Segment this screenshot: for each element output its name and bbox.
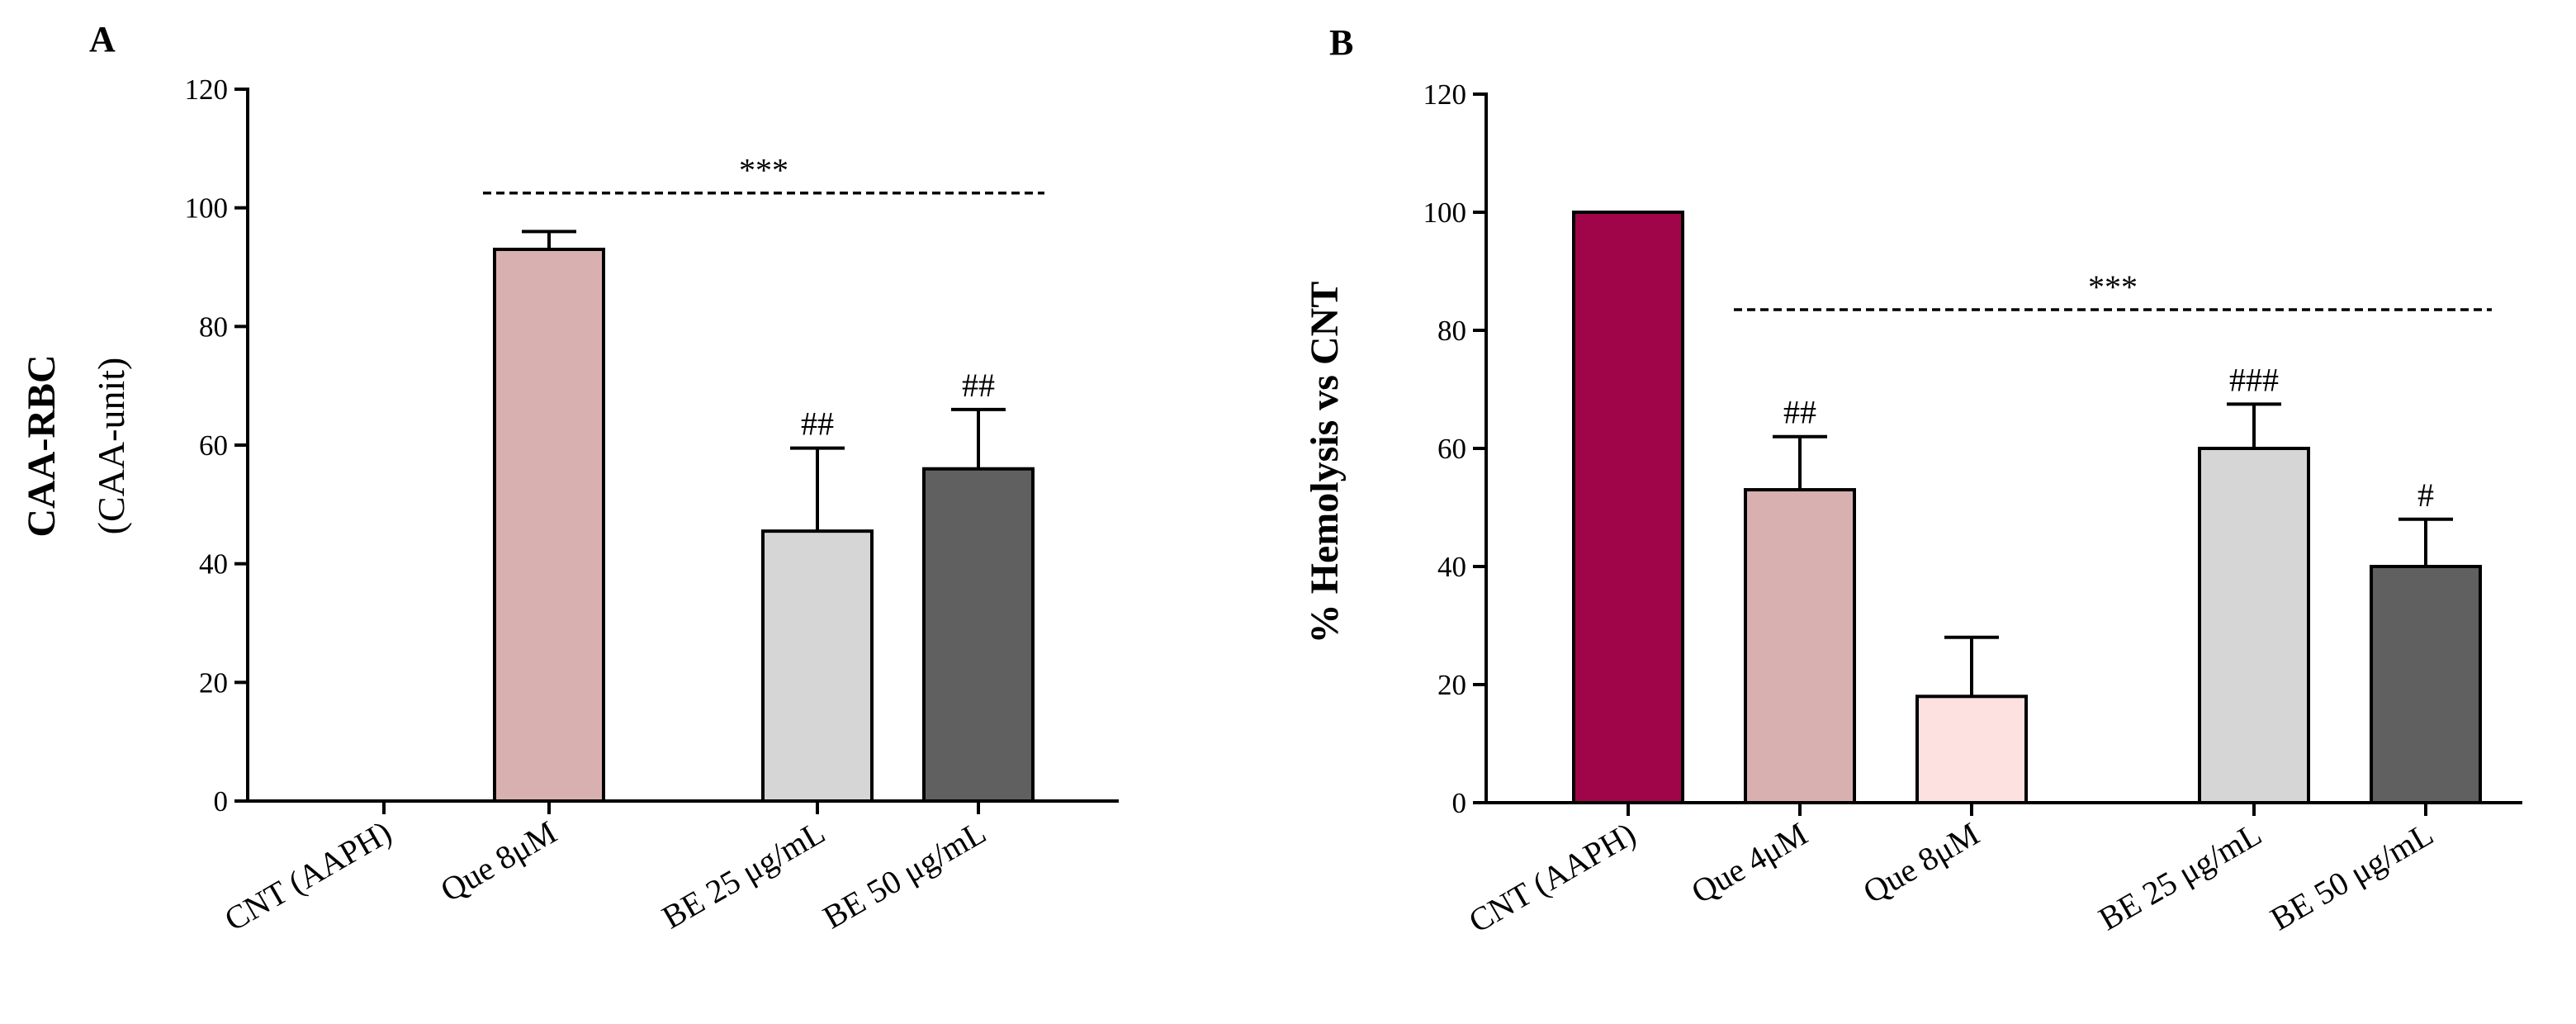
y-tick-label: 120: [1423, 78, 1467, 111]
panel-b: B % Hemolysis vs CNT 0 20 40 60 80 100 120 CNT …: [1303, 22, 2522, 940]
bar: [2198, 447, 2310, 804]
y-tick-label: 60: [199, 429, 228, 462]
bar: [1744, 488, 1856, 804]
x-category-label: BE 50 μg/mL: [817, 813, 992, 936]
y-tick-label: 20: [199, 666, 228, 699]
x-category-label: CNT (AAPH): [218, 813, 397, 938]
y-tick-label: 40: [1437, 551, 1466, 583]
bar: [493, 247, 605, 803]
bar: [761, 529, 874, 803]
bar: [1915, 695, 2028, 804]
y-tick-label: 0: [214, 785, 229, 818]
significance-marker: ##: [962, 367, 995, 404]
panel-a-ylabel-main: CAA-RBC: [20, 354, 64, 537]
significance-label: ***: [2088, 268, 2138, 306]
significance-marker: #: [2417, 476, 2434, 514]
y-tick-label: 100: [1423, 197, 1467, 229]
y-tick-label: 40: [199, 548, 228, 581]
y-tick-label: 80: [1437, 315, 1466, 347]
x-category-label: Que 8μM: [1857, 815, 1986, 911]
panel-b-ylabel-main: % Hemolysis vs CNT: [1303, 282, 1347, 644]
significance-label: ***: [739, 152, 788, 189]
y-tick-label: 60: [1437, 433, 1466, 465]
x-category-label: Que 4μM: [1685, 815, 1814, 911]
y-tick-label: 100: [185, 192, 229, 225]
panel-a-letter: A: [89, 19, 116, 59]
bar: [1572, 211, 1684, 804]
panel-a-plot: 0 20 40 60 80 100 120 CNT (AAPH) Que 8μM ## BE 25 …: [185, 73, 1119, 938]
panel-b-plot: 0 20 40 60 80 100 120 CNT (AAPH) ## Que 4μM Que 8μ…: [1423, 78, 2522, 940]
panel-a: A CAA-RBC (CAA-unit) 0 20 40 60 80 100 120 CNT …: [20, 19, 1119, 938]
panel-a-ylabel-sub: (CAA-unit): [90, 358, 132, 535]
x-category-label: Que 8μM: [434, 813, 563, 909]
bar: [922, 467, 1035, 803]
bar: [2370, 565, 2482, 804]
y-tick-label: 20: [1437, 669, 1466, 701]
x-category-label: CNT (AAPH): [1462, 815, 1641, 940]
y-tick-label: 0: [1452, 787, 1467, 819]
significance-marker: ##: [801, 405, 834, 443]
x-category-label: BE 25 μg/mL: [2092, 815, 2267, 938]
x-category-label: BE 50 μg/mL: [2264, 815, 2439, 938]
significance-marker: ##: [1783, 394, 1816, 431]
x-category-label: BE 25 μg/mL: [656, 813, 831, 936]
significance-marker: ###: [2229, 361, 2279, 398]
y-tick-label: 80: [199, 311, 228, 343]
panel-b-letter: B: [1329, 22, 1353, 63]
y-tick-label: 120: [185, 73, 229, 106]
